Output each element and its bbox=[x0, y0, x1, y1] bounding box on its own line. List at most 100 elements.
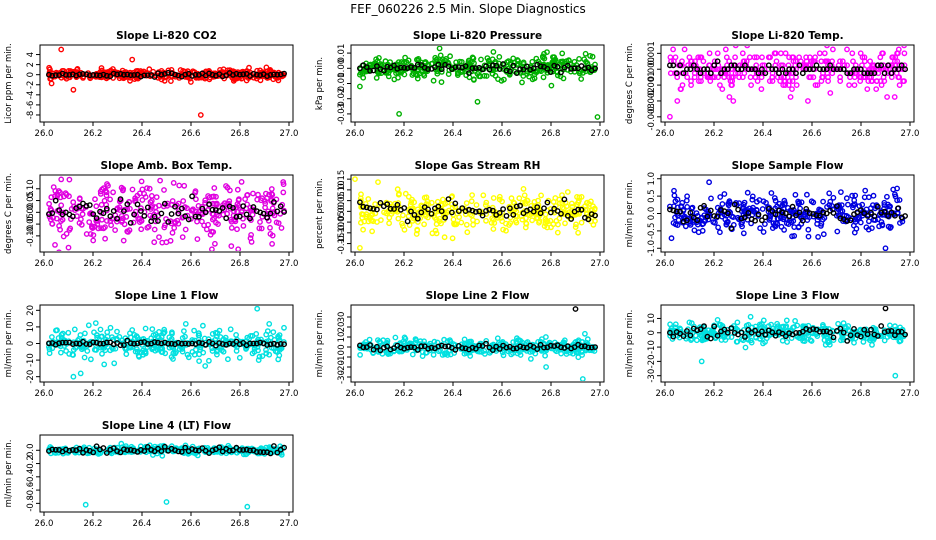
data-point bbox=[377, 339, 384, 346]
data-point bbox=[752, 217, 758, 224]
data-point bbox=[840, 66, 847, 73]
data-point bbox=[93, 443, 100, 450]
data-point bbox=[375, 179, 381, 186]
data-point bbox=[513, 70, 520, 77]
data-point bbox=[671, 192, 678, 199]
data-point bbox=[736, 74, 742, 81]
y-axis-label: ml/min per min. bbox=[4, 440, 14, 508]
data-point bbox=[857, 207, 864, 214]
data-point bbox=[190, 206, 196, 213]
x-tick-label: 27.0 bbox=[280, 259, 299, 269]
data-point bbox=[837, 215, 844, 222]
data-point bbox=[585, 216, 592, 223]
data-point bbox=[513, 219, 520, 226]
data-point bbox=[835, 320, 841, 327]
data-point bbox=[236, 446, 243, 453]
data-point bbox=[747, 313, 754, 320]
data-point bbox=[527, 69, 534, 76]
data-point bbox=[490, 195, 497, 201]
data-point bbox=[93, 218, 100, 224]
data-point bbox=[401, 205, 408, 211]
data-point bbox=[392, 334, 399, 341]
data-point bbox=[254, 306, 261, 312]
data-point bbox=[731, 62, 738, 69]
data-point bbox=[221, 200, 228, 207]
data-point bbox=[408, 64, 414, 71]
data-point bbox=[414, 219, 421, 225]
data-point bbox=[84, 348, 91, 354]
data-point bbox=[444, 338, 451, 344]
data-point bbox=[868, 209, 874, 216]
data-point bbox=[89, 225, 96, 232]
data-point bbox=[121, 71, 127, 78]
data-point bbox=[267, 341, 274, 348]
x-tick-label: 26.0 bbox=[346, 389, 365, 399]
data-point bbox=[413, 337, 420, 344]
data-point bbox=[380, 67, 387, 74]
data-point bbox=[849, 192, 855, 199]
data-point bbox=[168, 329, 175, 336]
data-point bbox=[813, 62, 820, 69]
data-point bbox=[141, 348, 148, 355]
data-point bbox=[405, 57, 412, 64]
data-point bbox=[892, 372, 899, 379]
data-point bbox=[806, 210, 813, 217]
data-point bbox=[671, 187, 677, 194]
data-point bbox=[901, 46, 907, 49]
data-point bbox=[93, 215, 100, 222]
data-point bbox=[571, 58, 578, 65]
y-tick-label: 10 bbox=[337, 332, 347, 343]
data-point bbox=[165, 69, 172, 76]
data-point bbox=[104, 217, 110, 224]
data-point bbox=[165, 67, 172, 74]
data-point bbox=[103, 192, 110, 199]
data-point bbox=[547, 69, 554, 76]
data-point bbox=[158, 210, 165, 217]
data-point bbox=[240, 222, 247, 229]
data-point bbox=[391, 62, 397, 69]
data-point bbox=[110, 70, 117, 77]
data-point bbox=[258, 225, 265, 232]
plot-frame bbox=[350, 304, 605, 383]
data-point bbox=[826, 190, 833, 197]
data-point bbox=[459, 205, 466, 212]
data-points bbox=[667, 179, 908, 251]
data-point bbox=[754, 78, 761, 85]
data-point bbox=[820, 231, 827, 238]
data-point bbox=[144, 72, 151, 79]
data-point bbox=[175, 339, 182, 346]
data-point bbox=[690, 62, 697, 69]
y-tick-label: 0.0 bbox=[647, 207, 657, 221]
data-point bbox=[578, 76, 585, 82]
data-point bbox=[370, 205, 377, 212]
data-point bbox=[592, 65, 598, 72]
data-point bbox=[583, 200, 590, 206]
data-point bbox=[892, 212, 898, 219]
data-point bbox=[211, 215, 218, 222]
data-point bbox=[667, 329, 673, 336]
data-point bbox=[824, 334, 831, 341]
data-point bbox=[174, 217, 181, 224]
data-point bbox=[871, 70, 878, 77]
data-point bbox=[182, 226, 189, 233]
data-point bbox=[158, 349, 165, 355]
data-point bbox=[93, 339, 100, 346]
data-point bbox=[531, 346, 538, 353]
data-point bbox=[435, 203, 442, 210]
y-tick-label: -0.05 bbox=[337, 211, 347, 233]
data-point bbox=[787, 94, 794, 100]
data-point bbox=[46, 344, 52, 350]
data-point bbox=[192, 189, 199, 196]
data-point bbox=[543, 364, 549, 370]
y-tick-label: 0.0 bbox=[26, 444, 36, 458]
data-point bbox=[99, 216, 105, 223]
data-point bbox=[220, 348, 227, 355]
data-point bbox=[564, 189, 571, 195]
data-point bbox=[124, 71, 131, 78]
data-point bbox=[805, 226, 812, 233]
y-tick-label: 0.5 bbox=[647, 189, 657, 203]
data-point bbox=[59, 330, 66, 337]
data-point bbox=[742, 333, 748, 340]
data-point bbox=[896, 197, 903, 203]
